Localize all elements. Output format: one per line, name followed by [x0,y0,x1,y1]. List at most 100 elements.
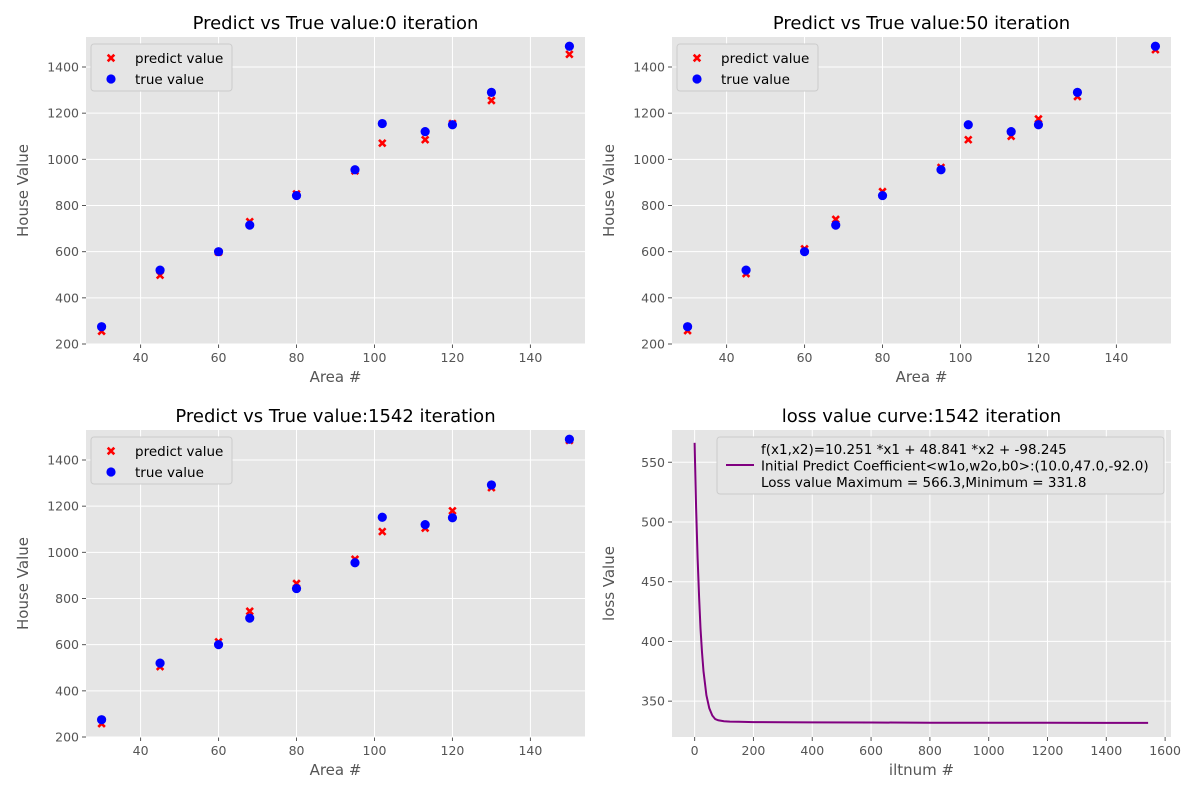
x-tick-label: 100 [949,350,973,365]
series-true-value [96,434,575,725]
chart-title: loss value curve:1542 iteration [782,406,1061,427]
true-point [420,520,430,530]
x-tick-label: 600 [859,743,883,758]
y-tick-label: 600 [55,244,79,259]
legend-label: true value [135,72,204,88]
true-point [96,715,107,725]
true-point [1006,127,1016,137]
true-point [564,41,575,51]
legend-label: true value [721,72,790,88]
legend-box [676,43,819,92]
true-point [963,120,973,130]
chart-title: Predict vs True value:50 iteration [773,13,1070,34]
true-point [420,127,430,137]
true-point [291,583,302,594]
y-tick-label: 500 [641,514,665,529]
x-axis-label: iltnum # [889,761,954,779]
y-axis-label: House Value [600,144,618,237]
true-point [486,480,497,490]
y-tick-label: 400 [641,634,665,649]
x-tick-label: 1000 [973,743,1005,758]
x-tick-label: 0 [691,743,699,758]
y-tick-label: 1000 [633,152,665,167]
x-tick-label: 40 [719,350,735,365]
legend-box [90,43,233,92]
x-tick-label: 140 [1104,350,1128,365]
legend-marker-predict [692,53,702,63]
true-point [486,87,497,97]
y-axis-label: House Value [14,537,32,630]
x-tick-label: 1600 [1149,743,1181,758]
y-tick-label: 200 [55,730,79,745]
x-tick-label: 400 [800,743,824,758]
true-point [1072,87,1083,97]
y-tick-label: 1200 [47,499,79,514]
subplot-1: 40 60 80 100 120 140 200 400 600 800 1000 1200 1400 P… [14,13,585,386]
true-point [877,190,888,201]
true-point [1150,41,1161,51]
y-tick-label: 200 [55,337,79,352]
true-point [350,558,360,568]
y-tick-label: 1400 [633,60,665,75]
legend-text-line: Initial Predict Coefficient<w1o,w2o,b0>:… [761,459,1149,475]
true-point [155,658,165,668]
series-true-value [682,41,1161,332]
x-tick-label: 80 [289,350,305,365]
legend-label: predict value [135,51,223,67]
true-point [1033,120,1044,130]
legend-label: predict value [721,51,809,67]
x-tick-label: 60 [797,350,813,365]
true-point [377,512,387,522]
subplot-2: 40 60 80 100 120 140 200 400 600 800 1000 1200 1400 P… [600,13,1171,386]
legend-box [90,436,233,485]
x-tick-label: 100 [363,350,387,365]
predict-point [420,135,430,144]
x-axis-label: Area # [310,368,362,386]
x-tick-label: 140 [518,743,542,758]
legend-box [716,436,1165,495]
predict-point [378,138,387,148]
true-point [291,190,302,201]
x-tick-label: 80 [875,350,891,365]
true-point [213,247,224,257]
true-point [155,265,165,275]
series-true-value [96,41,575,332]
predict-point [448,506,457,516]
predict-point [487,96,496,105]
legend-marker-predict [106,446,116,456]
x-tick-label: 800 [918,743,942,758]
y-tick-label: 1400 [47,60,79,75]
legend-label: true value [135,465,204,481]
legend-marker-predict [106,53,116,63]
x-tick-label: 120 [441,743,465,758]
y-tick-label: 550 [641,455,665,470]
y-tick-label: 400 [55,290,79,305]
true-point [96,322,107,332]
y-tick-label: 800 [55,591,79,606]
y-tick-label: 800 [641,198,665,213]
y-tick-label: 400 [641,290,665,305]
legend: f(x1,x2)=10.251 *x1 + 48.841 *x2 + -98.2… [716,436,1165,495]
chart-title: Predict vs True value:1542 iteration [175,406,495,427]
x-axis-label: Area # [896,368,948,386]
y-tick-label: 1200 [47,106,79,121]
chart-title: Predict vs True value:0 iteration [193,13,479,34]
legend: predict value true value [676,43,819,92]
x-tick-label: 40 [133,350,149,365]
true-point [245,220,255,230]
y-tick-label: 1400 [47,453,79,468]
y-tick-label: 600 [641,244,665,259]
legend-marker-true [106,467,116,477]
true-point [799,247,810,257]
predict-point [565,50,574,59]
predict-point [378,527,387,536]
legend-text-line: Loss value Maximum = 566.3,Minimum = 331… [761,475,1087,491]
legend: predict value true value [90,436,233,485]
true-point [213,640,224,650]
y-tick-label: 800 [55,198,79,213]
true-point [377,118,387,129]
x-tick-label: 120 [1027,350,1051,365]
legend: predict value true value [90,43,233,92]
true-point [447,120,458,130]
